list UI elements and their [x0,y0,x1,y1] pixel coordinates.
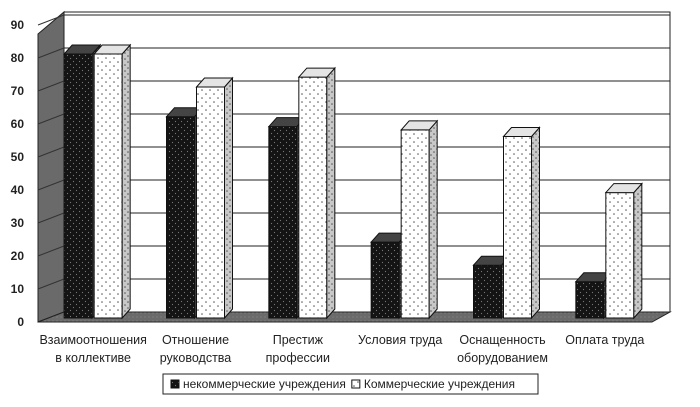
y-tick-label: 60 [11,117,25,131]
y-axis-ticks: 0 10 20 30 40 50 60 70 80 90 [11,18,25,329]
bar-1-3-top [400,120,439,131]
x-tick-label: Оплата труда [565,333,644,347]
bar-1-3-side [428,119,438,320]
bar-0-0-front [63,53,93,319]
plot-background [37,10,672,323]
bar-1-2-top [297,67,336,78]
x-tick-label: Взаимоотношения [39,333,146,347]
x-tick-label: руководства [160,351,232,365]
y-tick-label: 50 [11,150,25,164]
gridline-side [37,47,65,59]
bar-0-0-top [63,44,102,55]
bar-1-1-side [224,76,233,320]
x-tick-label: профессии [266,351,330,365]
bar-1-3-front [400,129,430,319]
y-tick-label: 30 [11,216,25,230]
bar-1-1-top [195,77,234,88]
gridline-side [37,245,65,257]
x-tick-label: Престиж [273,333,324,347]
gridline-side [37,278,65,290]
gridline-side [37,179,65,191]
y-tick-label: 10 [11,282,25,296]
gridline-side [37,14,65,26]
bar-1-0-top [93,44,132,55]
bars [63,43,643,320]
bar-0-3-front [370,241,400,319]
legend-swatch-1 [351,379,361,389]
x-tick-label: Отношение [162,333,229,347]
gridline-side [37,80,65,92]
x-tick-label: в коллективе [55,351,131,365]
bar-1-2-front [298,76,328,319]
y-tick-label: 70 [11,84,25,98]
bar-1-0-side [121,43,131,320]
bar-1-5-top [604,183,643,194]
y-tick-label: 40 [11,183,25,197]
bar-1-0-front [93,53,123,319]
bar-1-4-side [531,126,540,320]
bar-1-2-side [326,66,336,320]
gridline-side [37,113,65,125]
y-tick-label: 80 [11,51,25,65]
bar-0-5-front [575,281,605,319]
back-wall [63,11,671,313]
y-tick-label: 90 [11,18,25,32]
bar-1-4-top [502,127,541,137]
gridlines [37,14,670,290]
legend-box [162,373,539,395]
bar-1-5-front [605,192,635,319]
x-axis-labels: Взаимоотношения в коллективе Отношение руко… [39,333,644,365]
bar-1-5-side [633,182,643,320]
legend: некоммерческие учреждения Коммерческие уч… [162,373,539,395]
side-wall [37,10,65,323]
bar-0-2-front [268,126,298,319]
bar-0-1-front [166,116,195,319]
bar-1-4-front [503,136,532,319]
gridline-side [37,212,65,224]
bar-0-4-front [473,264,502,319]
legend-label-0: некоммерческие учреждения [183,377,346,391]
floor [37,311,672,323]
x-tick-label: оборудованием [457,351,548,365]
x-tick-label: Оснащенность [459,333,545,347]
bar-1-1-front [196,86,225,319]
legend-swatch-0 [170,379,180,389]
x-tick-label: Условия труда [358,333,442,347]
y-tick-label: 20 [11,249,25,263]
y-tick-label: 0 [17,315,24,329]
legend-label-1: Коммерческие учреждения [364,377,515,391]
gridline-side [37,146,65,158]
